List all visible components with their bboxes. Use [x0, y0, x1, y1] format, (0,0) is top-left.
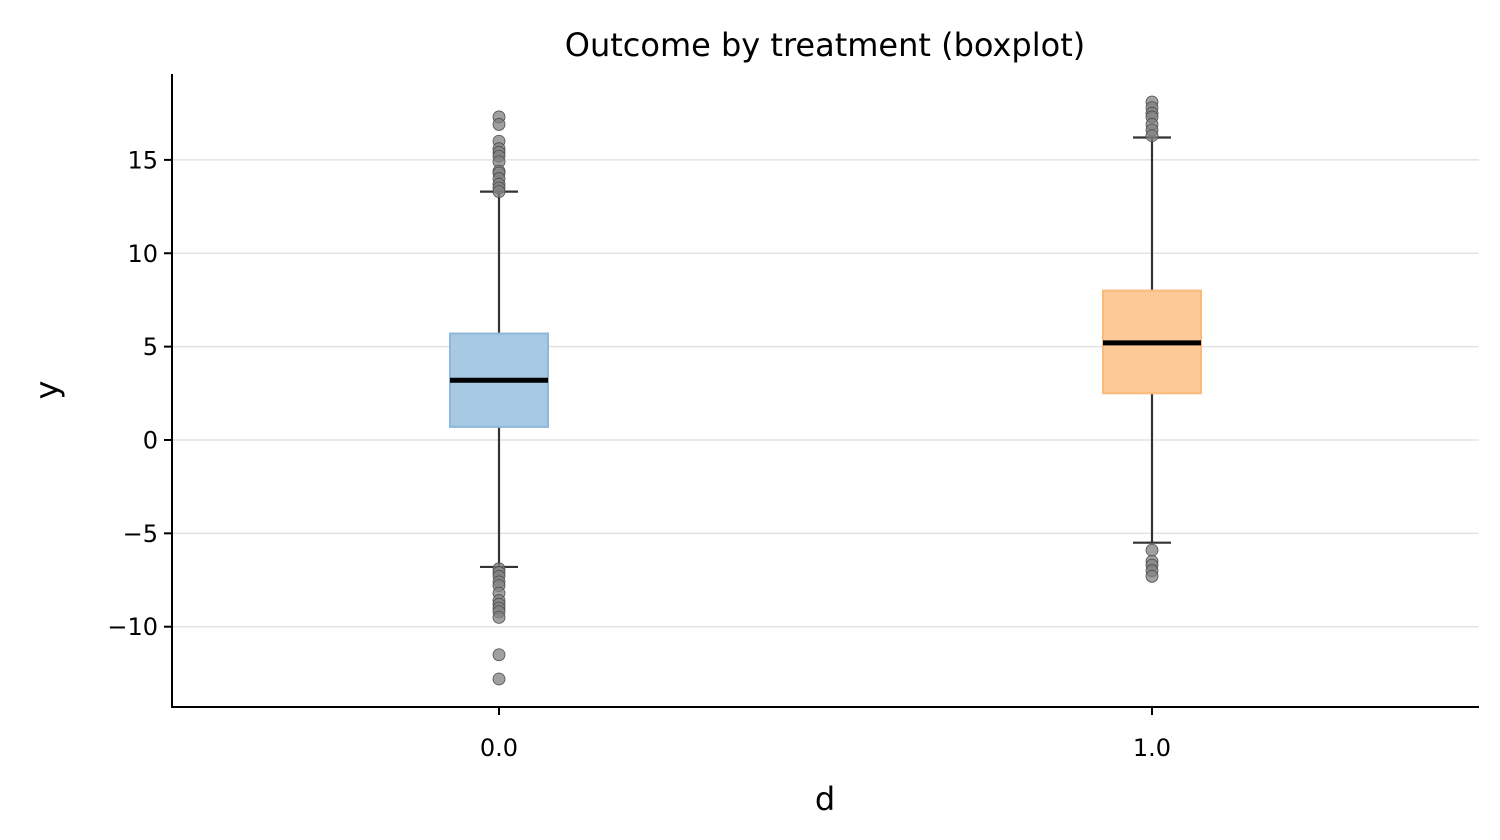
outlier-point [1145, 569, 1159, 583]
y-tick-label: 15 [127, 146, 158, 174]
outlier-point [492, 118, 506, 131]
box-group-0.0 [449, 110, 549, 686]
gridlines [172, 159, 1479, 628]
outlier-point [1145, 129, 1159, 143]
x-tick-label: 1.0 [1133, 734, 1171, 762]
outlier-point [492, 610, 506, 624]
outlier-point [492, 185, 506, 199]
x-ticks: 0.0 1.0 [480, 707, 1171, 762]
y-tick-label: 0 [143, 426, 158, 454]
y-tick-label: 10 [127, 240, 158, 268]
chart-title: Outcome by treatment (boxplot) [565, 26, 1085, 64]
y-ticks: −10 −5 0 5 10 15 [107, 146, 172, 641]
y-axis-label: y [28, 381, 66, 400]
boxes [449, 95, 1202, 686]
y-tick-label: −10 [107, 613, 158, 641]
x-tick-label: 0.0 [480, 734, 518, 762]
outlier-point [1145, 543, 1159, 557]
outlier-point [492, 672, 506, 686]
x-axis-label: d [815, 780, 835, 818]
box-group-1.0 [1102, 95, 1202, 583]
outlier-point [492, 648, 506, 662]
y-tick-label: −5 [123, 520, 158, 548]
y-tick-label: 5 [143, 333, 158, 361]
axes [171, 74, 1479, 708]
